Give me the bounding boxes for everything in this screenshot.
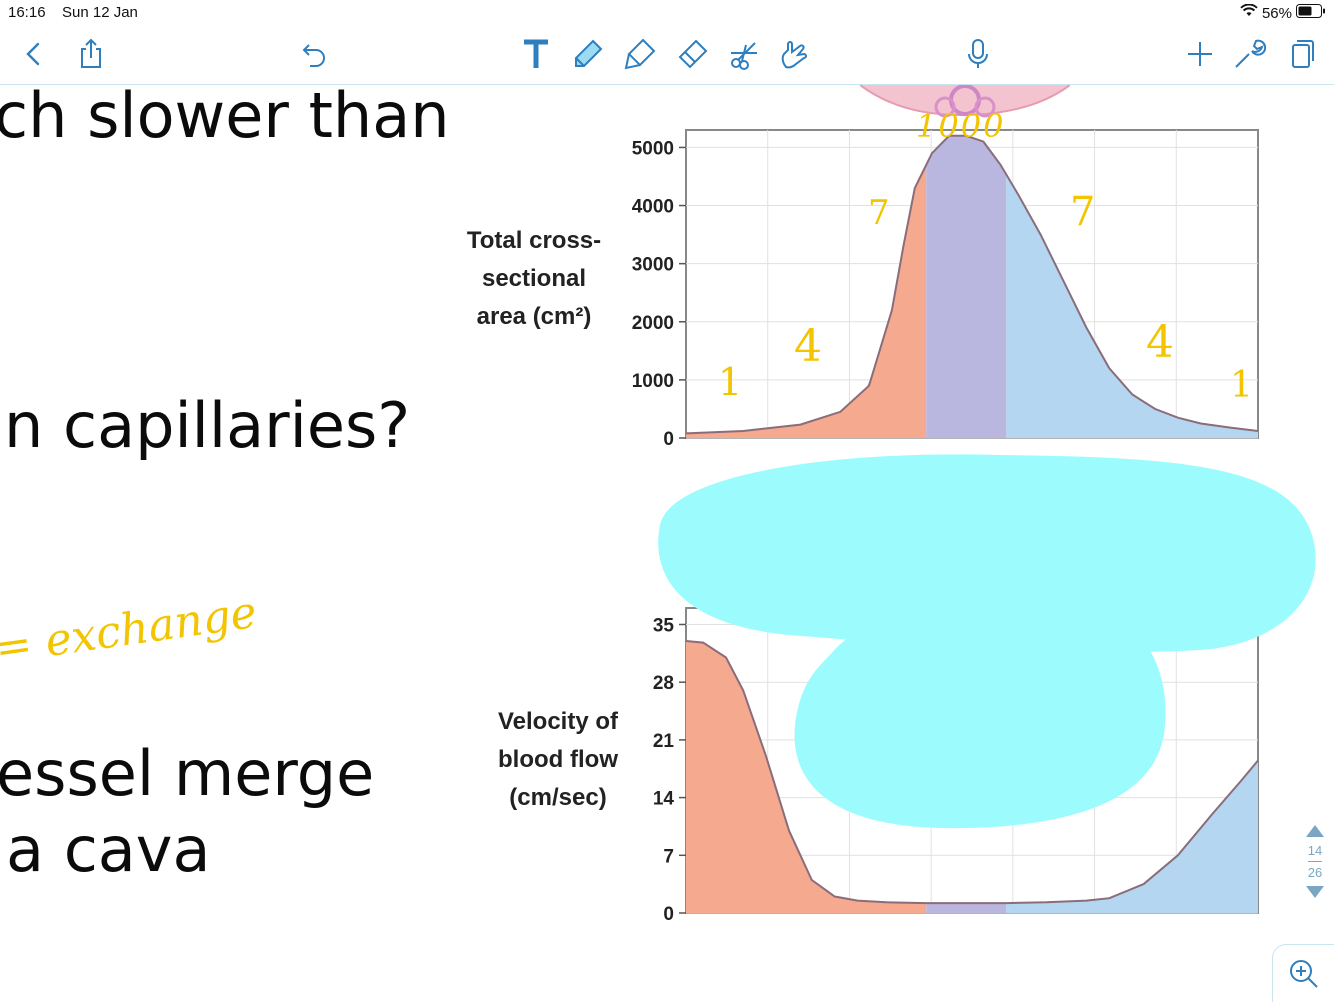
area-arteries <box>686 641 927 913</box>
handwritten-label: 4 <box>794 321 822 372</box>
series-line <box>685 640 1259 905</box>
hand-pointer-icon[interactable] <box>771 32 815 76</box>
handwritten-peak-label: 1000 <box>916 107 1006 145</box>
battery-icon <box>1296 4 1326 22</box>
note-text-line: ch slower than <box>0 79 450 152</box>
eraser-tool-icon[interactable] <box>670 32 714 76</box>
note-canvas[interactable]: ch slower than n capillaries? essel merg… <box>0 85 1334 1001</box>
y-tick-label: 14 <box>653 789 675 810</box>
plus-icon[interactable] <box>1178 32 1222 76</box>
pen-tool-icon[interactable] <box>566 32 610 76</box>
handwritten-label: 7 <box>1070 189 1096 235</box>
page-divider <box>1308 861 1322 862</box>
page-down-icon[interactable] <box>1306 886 1324 898</box>
share-icon[interactable] <box>69 32 113 76</box>
note-text-line: essel merge <box>0 737 375 810</box>
pages-icon[interactable] <box>1279 32 1323 76</box>
handwritten-label: 1 <box>1230 365 1253 406</box>
current-page: 14 <box>1307 843 1323 858</box>
vessel-diagram-fragment <box>860 85 1070 118</box>
y-tick-label: 0 <box>663 429 674 450</box>
wrench-icon[interactable] <box>1227 32 1271 76</box>
area-veins <box>1006 760 1258 913</box>
highlighter-scribble <box>658 454 1316 829</box>
lasso-scissors-icon[interactable] <box>722 32 766 76</box>
y-tick-label: 3000 <box>632 255 674 276</box>
back-icon[interactable] <box>12 32 56 76</box>
status-bar: 16:16 Sun 12 Jan 56% <box>0 0 1334 26</box>
handwritten-note: = exchange <box>0 586 260 675</box>
area-veins <box>1006 174 1258 438</box>
battery-percent: 56% <box>1261 4 1292 22</box>
toolbar <box>0 26 1334 85</box>
y-tick-label: 1000 <box>632 371 674 392</box>
y-tick-label: 5000 <box>632 138 674 159</box>
area-capillaries <box>926 135 1007 439</box>
y-axis-label: Velocity of blood flow (cm/sec) <box>498 708 619 811</box>
y-axis-label: Total cross-sectional area (cm²) <box>467 227 601 330</box>
blood-flow-charts: 0 1000 2000 3000 4000 5000 Total cross-section… <box>467 129 1259 925</box>
status-time: 16:16 <box>8 4 46 21</box>
handwritten-label: 4 <box>1146 317 1174 368</box>
page-up-icon[interactable] <box>1306 825 1324 837</box>
y-tick-label: 4000 <box>632 197 674 218</box>
handwritten-label: 7 <box>868 193 890 233</box>
zoom-button[interactable] <box>1272 944 1334 1002</box>
y-tick-label: 7 <box>663 846 674 867</box>
status-right: 56% <box>1240 3 1326 22</box>
zoom-in-icon <box>1290 959 1318 988</box>
series-line <box>685 134 1259 435</box>
y-tick-label: 2000 <box>632 313 674 334</box>
y-tick-label: 21 <box>653 731 675 752</box>
microphone-icon[interactable] <box>956 32 1000 76</box>
handwritten-label: 1 <box>718 360 743 404</box>
y-tick-label: 28 <box>653 673 674 694</box>
area-capillaries <box>926 903 1007 913</box>
y-tick-label: 0 <box>663 904 674 925</box>
page-indicator: 14 26 <box>1298 825 1332 915</box>
note-text-line: a cava <box>6 813 211 886</box>
status-date: Sun 12 Jan <box>62 4 138 21</box>
y-tick-label: 35 <box>653 615 675 636</box>
note-text-line: n capillaries? <box>4 389 411 462</box>
wifi-icon <box>1240 3 1258 22</box>
text-tool-icon[interactable] <box>514 32 558 76</box>
undo-icon[interactable] <box>292 32 336 76</box>
highlighter-tool-icon[interactable] <box>618 32 662 76</box>
area-arteries <box>686 164 927 438</box>
total-pages: 26 <box>1307 865 1323 880</box>
